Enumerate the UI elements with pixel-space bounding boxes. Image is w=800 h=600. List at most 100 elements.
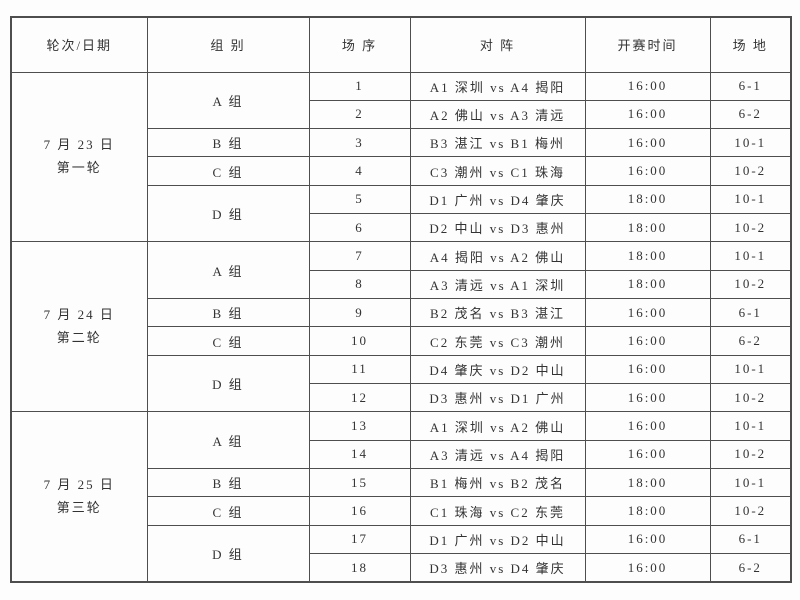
matchup: B1 梅州 vs B2 茂名 (409, 468, 586, 498)
start-time: 18:00 (584, 184, 711, 215)
table-row: D 组 5 D1 广州 vs D4 肇庆 18:00 10-1 (11, 184, 792, 243)
start-time: 16:00 (584, 71, 711, 101)
group-cell: B 组 (146, 468, 310, 498)
start-time: 18:00 (584, 241, 711, 271)
match-seq: 8 (308, 269, 411, 300)
round-name: 第一轮 (56, 159, 102, 175)
venue: 10-2 (709, 383, 792, 413)
match-seq: 18 (308, 553, 411, 583)
venue: 10-2 (709, 496, 792, 526)
start-time: 16:00 (584, 524, 711, 555)
match-seq: 9 (308, 298, 411, 328)
group-cell: A 组 (146, 71, 310, 130)
matchup: D4 肇庆 vs D2 中山 (409, 354, 586, 385)
column-header-seq: 场 序 (308, 16, 411, 73)
round-date: 7 月 23 日 (43, 137, 115, 153)
column-header-start-time: 开赛时间 (584, 16, 711, 73)
table-row: 7 月 25 日 第三轮 A 组 13 A1 深圳 vs A2 佛山 16:00… (10, 411, 792, 583)
matchup: D2 中山 vs D3 惠州 (409, 213, 586, 243)
table-row: B 组 15 B1 梅州 vs B2 茂名 18:00 10-1 (11, 468, 792, 498)
venue: 6-1 (709, 71, 792, 101)
start-time: 18:00 (584, 496, 711, 526)
venue: 10-1 (709, 184, 792, 215)
start-time: 16:00 (584, 354, 711, 385)
matchup: D1 广州 vs D4 肇庆 (409, 184, 586, 215)
venue: 10-1 (709, 411, 792, 441)
match-seq: 16 (308, 496, 411, 526)
group-cell: D 组 (146, 184, 310, 243)
round-name: 第三轮 (56, 499, 102, 515)
matchup: A1 深圳 vs A2 佛山 (409, 411, 586, 441)
match-seq: 1 (308, 71, 411, 101)
match-seq: 15 (308, 468, 411, 498)
match-seq: 17 (308, 524, 411, 555)
match-seq: 13 (308, 411, 411, 441)
venue: 6-2 (709, 553, 792, 583)
table-row: B 组 3 B3 湛江 vs B1 梅州 16:00 10-1 (11, 128, 792, 158)
table-row: 6 D2 中山 vs D3 惠州 18:00 10-2 (11, 213, 792, 243)
venue: 6-2 (709, 99, 792, 130)
venue: 10-2 (709, 439, 792, 470)
group-cell: D 组 (146, 354, 310, 413)
table-row: 18 D3 惠州 vs D4 肇庆 16:00 6-2 (11, 553, 792, 583)
schedule-table: 轮次/日期 组 别 场 序 对 阵 开赛时间 场 地 7 月 23 日 第一轮 … (10, 16, 792, 583)
venue: 10-2 (709, 156, 792, 186)
start-time: 16:00 (584, 156, 711, 186)
table-row: C 组 4 C3 潮州 vs C1 珠海 16:00 10-2 (11, 156, 792, 186)
group-cell: C 组 (146, 326, 310, 356)
group-cell: A 组 (146, 241, 310, 300)
group-cell: B 组 (146, 128, 310, 158)
start-time: 16:00 (584, 439, 711, 470)
matchup: C2 东莞 vs C3 潮州 (409, 326, 586, 356)
match-seq: 11 (308, 354, 411, 385)
match-seq: 4 (308, 156, 411, 186)
matchup: A2 佛山 vs A3 清远 (409, 99, 586, 130)
matchup: A4 揭阳 vs A2 佛山 (409, 241, 586, 271)
matchup: D1 广州 vs D2 中山 (409, 524, 586, 555)
venue: 10-2 (709, 213, 792, 243)
round-cell-3: 7 月 25 日 第三轮 (10, 411, 148, 583)
group-cell: D 组 (146, 524, 310, 583)
start-time: 18:00 (584, 269, 711, 300)
table-row: 8 A3 清远 vs A1 深圳 18:00 10-2 (11, 269, 792, 300)
round-name: 第二轮 (56, 329, 102, 345)
match-seq: 7 (308, 241, 411, 271)
column-header-round-date: 轮次/日期 (10, 16, 148, 73)
column-header-venue: 场 地 (709, 16, 792, 73)
start-time: 16:00 (584, 128, 711, 158)
match-seq: 5 (308, 184, 411, 215)
match-seq: 2 (308, 99, 411, 130)
venue: 10-1 (709, 128, 792, 158)
match-seq: 12 (308, 383, 411, 413)
matchup: A1 深圳 vs A4 揭阳 (409, 71, 586, 101)
matchup: B3 湛江 vs B1 梅州 (409, 128, 586, 158)
group-cell: A 组 (146, 411, 310, 470)
venue: 6-1 (709, 524, 792, 555)
matchup: C3 潮州 vs C1 珠海 (409, 156, 586, 186)
matchup: A3 清远 vs A1 深圳 (409, 269, 586, 300)
matchup: B2 茂名 vs B3 湛江 (409, 298, 586, 328)
start-time: 16:00 (584, 326, 711, 356)
match-seq: 14 (308, 439, 411, 470)
matchup: D3 惠州 vs D1 广州 (409, 383, 586, 413)
matchup: A3 清远 vs A4 揭阳 (409, 439, 586, 470)
start-time: 16:00 (584, 553, 711, 583)
match-seq: 3 (308, 128, 411, 158)
start-time: 16:00 (584, 99, 711, 130)
venue: 10-2 (709, 269, 792, 300)
table-row: 7 月 23 日 第一轮 A 组 1 A1 深圳 vs A4 揭阳 16:00 … (10, 71, 792, 243)
venue: 6-2 (709, 326, 792, 356)
round-date: 7 月 25 日 (43, 476, 115, 492)
venue: 10-1 (709, 468, 792, 498)
table-row: C 组 10 C2 东莞 vs C3 潮州 16:00 6-2 (11, 326, 792, 356)
matchup: D3 惠州 vs D4 肇庆 (409, 553, 586, 583)
group-cell: B 组 (146, 298, 310, 328)
match-seq: 6 (308, 213, 411, 243)
start-time: 18:00 (584, 468, 711, 498)
start-time: 16:00 (584, 383, 711, 413)
table-row: 14 A3 清远 vs A4 揭阳 16:00 10-2 (11, 439, 792, 470)
start-time: 16:00 (584, 298, 711, 328)
table-row: 12 D3 惠州 vs D1 广州 16:00 10-2 (11, 383, 792, 413)
column-header-matchup: 对 阵 (409, 16, 586, 73)
